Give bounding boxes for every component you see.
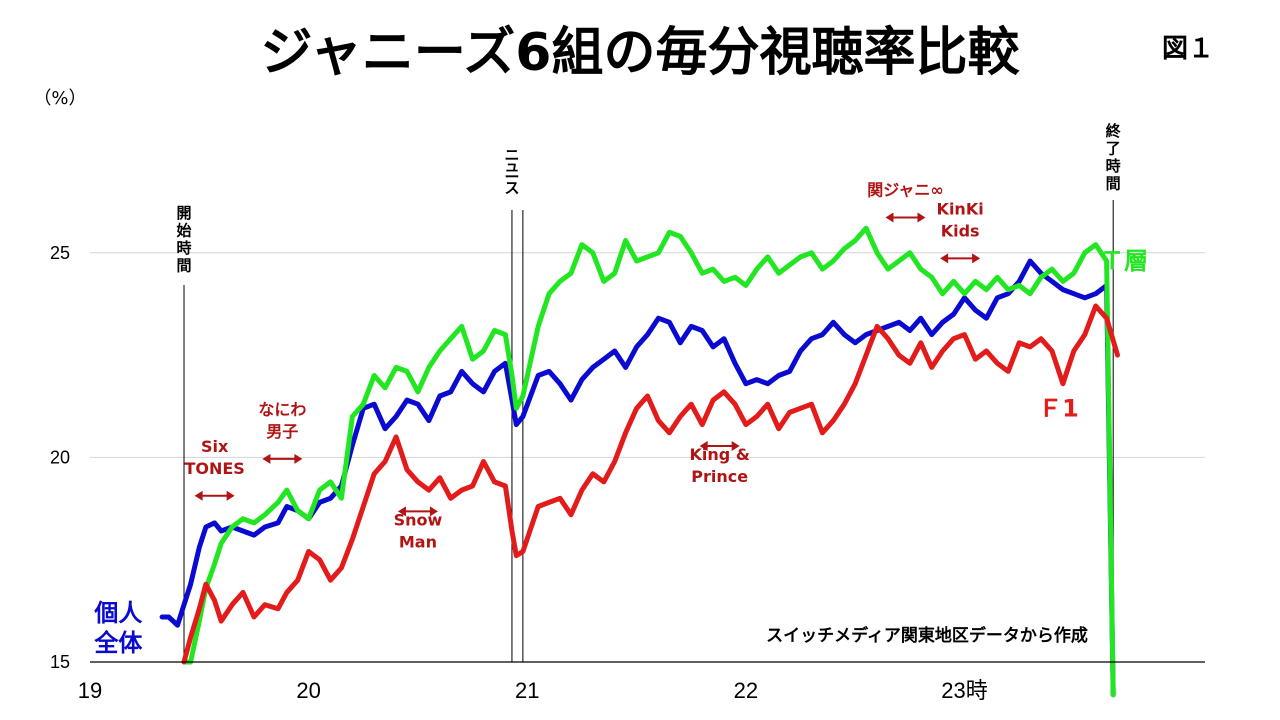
gridlines (90, 252, 1205, 458)
segment-label: King & Prince (690, 445, 750, 486)
arrow-head-right (917, 212, 926, 223)
x-tick-label: 21 (515, 678, 539, 703)
segment-label: Six TONES (184, 437, 244, 478)
x-tick-label: 23時 (941, 678, 987, 703)
y-tick-label: 20 (50, 447, 70, 467)
marker-label: 開始時間 (177, 204, 192, 275)
figure-label: 図１ (1162, 34, 1214, 64)
axes: 15 20 25 19 20 21 22 23時 (50, 243, 1205, 703)
arrow-head-right (972, 253, 981, 264)
arrow-head-left (397, 506, 406, 517)
y-unit-label: （%） (33, 88, 86, 109)
arrow-head-left (699, 440, 708, 451)
arrow-head-right (731, 440, 740, 451)
arrow-head-left (940, 253, 949, 264)
series-labels: 個人全体 Ｔ層 Ｆ1 (93, 247, 1148, 657)
vertical-markers: 開始時間 ニュース 終了時間 (177, 122, 1122, 662)
series-line-3 (181, 303, 1120, 665)
y-tick-label: 15 (50, 652, 70, 672)
x-tick-label: 19 (78, 678, 102, 703)
arrow-head-right (294, 453, 303, 464)
chart-title: ジャニーズ6組の毎分視聴率比較 (261, 23, 1021, 83)
arrow-head-right (226, 490, 235, 501)
x-tick-label: 20 (296, 678, 320, 703)
series-label: Ｆ1 (1038, 394, 1079, 422)
source-note: スイッチメディア関東地区データから作成 (766, 625, 1088, 646)
segment-label: Snow Man (394, 510, 443, 551)
segment-label: KinKi Kids (937, 199, 984, 240)
marker-label: 終了時間 (1106, 122, 1122, 193)
marker-label: ニュース (504, 146, 519, 197)
series-line-2 (181, 225, 1116, 698)
series-label: Ｔ層 (1100, 247, 1148, 275)
arrow-head-left (885, 212, 894, 223)
arrow-head-right (429, 506, 438, 517)
y-tick-label: 25 (50, 243, 70, 263)
arrow-head-left (194, 490, 203, 501)
segment-annotations: Six TONES なにわ男子 Snow Man King & Prince 関ジャニ∞Kin… (184, 180, 983, 551)
segment-label: 関ジャニ∞ (867, 180, 944, 199)
series-lines (159, 225, 1120, 698)
arrow-head-left (262, 453, 271, 464)
series-label: 個人全体 (93, 599, 143, 657)
segment-label: なにわ男子 (258, 400, 306, 441)
x-tick-label: 22 (734, 678, 758, 703)
